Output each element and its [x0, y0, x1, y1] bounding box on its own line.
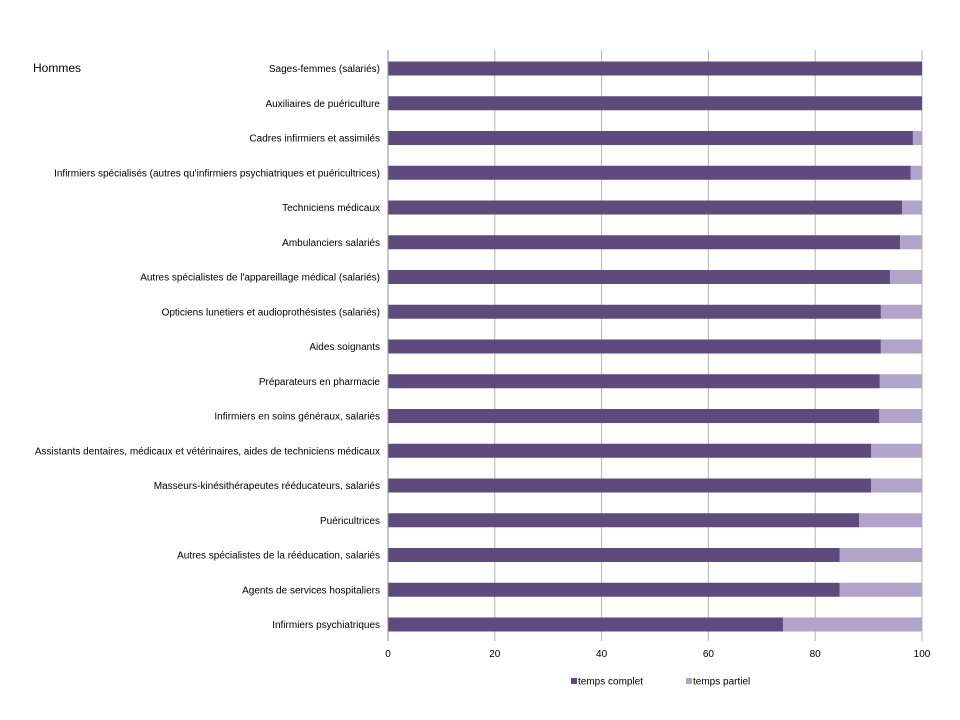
bar-temps-complet-3	[388, 165, 911, 180]
category-label: Agents de services hospitaliers	[242, 585, 380, 596]
category-label: Infirmiers en soins généraux, salariés	[214, 412, 380, 423]
bar-temps-complet-12	[388, 478, 872, 493]
bar-temps-partiel-14	[839, 548, 922, 562]
bar-temps-complet-13	[388, 513, 859, 528]
x-tick-label: 60	[703, 649, 715, 660]
bar-temps-partiel-8	[880, 339, 922, 354]
bar-temps-complet-9	[388, 374, 880, 389]
bar-temps-complet-2	[388, 131, 913, 145]
bar-temps-complet-14	[388, 548, 840, 562]
x-tick-label: 0	[385, 649, 391, 660]
x-tick-label: 40	[596, 649, 608, 660]
bar-temps-partiel-11	[871, 443, 922, 458]
bar-temps-partiel-5	[900, 235, 922, 250]
legend-swatch-temps-complet	[571, 678, 577, 684]
bar-temps-complet-11	[388, 443, 872, 458]
bars	[388, 61, 922, 632]
bar-temps-complet-5	[388, 235, 901, 250]
bar-temps-partiel-6	[889, 270, 922, 284]
category-label: Autres spécialistes de l'appareillage mé…	[140, 273, 380, 284]
bar-temps-partiel-4	[902, 200, 922, 215]
x-tick-label: 20	[489, 649, 501, 660]
category-label: Sages-femmes (salariés)	[269, 64, 380, 75]
bar-temps-partiel-13	[858, 513, 922, 528]
bar-temps-partiel-7	[880, 304, 922, 319]
category-label: Assistants dentaires, médicaux et vétéri…	[35, 446, 380, 457]
category-labels: Sages-femmes (salariés) Auxiliaires de pu…	[35, 64, 381, 631]
legend-swatch-temps-partiel	[686, 678, 692, 684]
bar-temps-partiel-3	[910, 165, 922, 180]
category-label: Ambulanciers salariés	[282, 238, 380, 249]
category-label: Puéricultrices	[320, 516, 380, 527]
bar-temps-partiel-15	[839, 582, 922, 597]
bar-temps-complet-16	[388, 617, 784, 632]
category-label: Cadres infirmiers et assimilés	[249, 134, 380, 145]
bar-temps-complet-7	[388, 304, 881, 319]
category-label: Techniciens médicaux	[282, 203, 380, 214]
bar-temps-partiel-10	[879, 409, 922, 423]
category-label: Infirmiers spécialisés (autres qu'infirm…	[54, 168, 380, 179]
category-label: Préparateurs en pharmacie	[259, 377, 381, 388]
bar-temps-complet-4	[388, 200, 903, 215]
x-tick-label: 100	[914, 649, 931, 660]
bar-temps-partiel-12	[871, 478, 922, 493]
category-label: Opticiens lunetiers et audioprothésistes…	[162, 307, 380, 318]
category-label: Masseurs-kinésithérapeutes rééducateurs,…	[154, 481, 380, 492]
bar-temps-complet-10	[388, 409, 880, 423]
legend-label: temps complet	[578, 677, 643, 688]
bar-temps-complet-0	[388, 61, 922, 76]
category-label: Autres spécialistes de la rééducation, s…	[177, 551, 380, 562]
x-tick-labels: 0 20 40 60 80 100	[385, 649, 931, 660]
bar-temps-partiel-16	[783, 617, 922, 632]
legend: temps complet temps partiel	[571, 677, 750, 688]
bar-temps-complet-6	[388, 270, 890, 284]
bar-temps-partiel-9	[879, 374, 922, 389]
chart-title: Hommes	[33, 61, 82, 75]
bar-temps-complet-8	[388, 339, 881, 354]
legend-label: temps partiel	[693, 677, 750, 688]
category-label: Infirmiers psychiatriques	[272, 620, 380, 631]
category-label: Auxiliaires de puériculture	[265, 99, 380, 110]
bar-temps-complet-1	[388, 96, 922, 111]
category-label: Aides soignants	[309, 342, 380, 353]
bar-temps-complet-15	[388, 582, 840, 597]
bar-temps-partiel-2	[912, 131, 922, 145]
x-tick-label: 80	[810, 649, 822, 660]
